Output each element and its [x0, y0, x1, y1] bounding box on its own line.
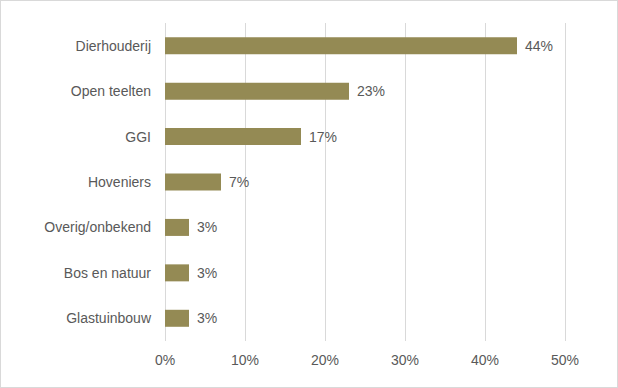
svg-text:30%: 30% [391, 352, 419, 368]
svg-text:50%: 50% [551, 352, 579, 368]
svg-text:23%: 23% [357, 83, 385, 99]
svg-text:3%: 3% [197, 310, 217, 326]
svg-text:Dierhouderij: Dierhouderij [76, 38, 151, 54]
svg-text:Bos en natuur: Bos en natuur [64, 265, 152, 281]
svg-text:10%: 10% [231, 352, 259, 368]
svg-text:Overig/onbekend: Overig/onbekend [44, 219, 151, 235]
svg-text:0%: 0% [155, 352, 175, 368]
svg-text:7%: 7% [229, 174, 249, 190]
svg-text:20%: 20% [311, 352, 339, 368]
svg-text:40%: 40% [471, 352, 499, 368]
svg-text:3%: 3% [197, 265, 217, 281]
svg-text:Open teelten: Open teelten [71, 83, 151, 99]
svg-text:GGI: GGI [125, 129, 151, 145]
svg-text:Glastuinbouw: Glastuinbouw [66, 310, 152, 326]
svg-text:17%: 17% [309, 129, 337, 145]
svg-text:3%: 3% [197, 219, 217, 235]
svg-text:44%: 44% [525, 38, 553, 54]
svg-text:Hoveniers: Hoveniers [88, 174, 151, 190]
